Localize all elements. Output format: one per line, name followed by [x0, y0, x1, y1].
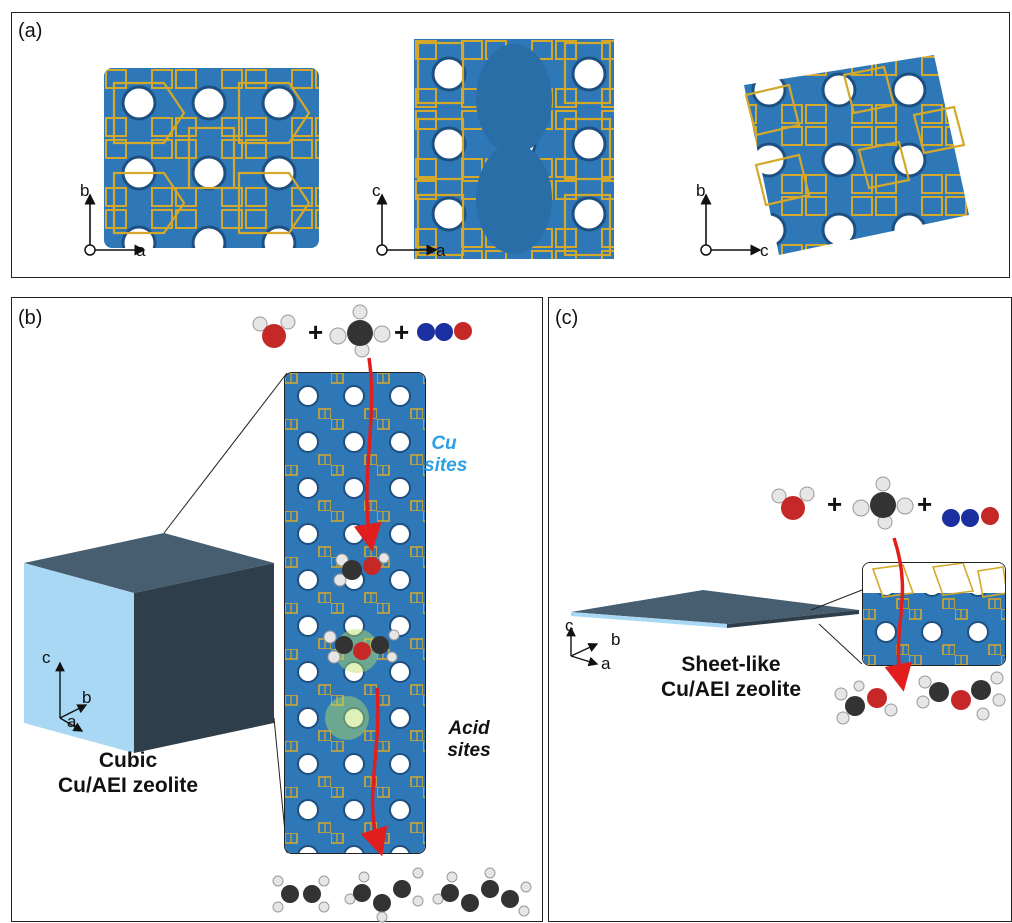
plus-sign-1: + [308, 317, 324, 347]
axis-label-horizontal-1: a [136, 241, 146, 260]
sheet-axis-b: b [611, 630, 621, 649]
sheet-axes [566, 626, 599, 667]
cube-axis-a: a [67, 712, 77, 731]
cubic-crystal [24, 533, 274, 753]
plus-sign-2: + [394, 317, 410, 347]
zeolite-column-inset [284, 372, 426, 854]
zoom-lines-c [810, 589, 863, 665]
framework-view-bc [744, 55, 969, 255]
panel-c-label: (c) [555, 307, 579, 329]
cu-sites-label: Cu sites [424, 433, 468, 477]
panel-b-label: (b) [18, 307, 43, 329]
adsorbed-methanol-icon [333, 552, 390, 587]
cube-axis-c: c [42, 648, 51, 667]
axes-view-1 [84, 193, 146, 256]
panel-a: (a) b a c a [11, 12, 1010, 278]
sheet-crystal-label: Sheet-like Cu/AEI zeolite [631, 652, 831, 702]
ethene-molecule-icon [272, 875, 330, 913]
sheet-axis-a: a [601, 654, 611, 673]
panel-c: (c) + + c b a [548, 297, 1012, 922]
cubic-crystal-label: Cubic Cu/AEI zeolite [28, 748, 228, 798]
adsorbed-dme-icon [323, 629, 400, 664]
cu-sites-line1: Cu [431, 433, 457, 454]
reaction-arrow-c [884, 537, 912, 692]
sheet-label-line1: Sheet-like [681, 653, 781, 676]
axes-view-3 [700, 193, 762, 256]
plus-sign-c1: + [827, 489, 843, 519]
dme-molecule-icon [916, 671, 1006, 721]
acid-sites-line2: sites [447, 740, 491, 761]
axis-label-vertical-2: c [372, 181, 381, 200]
axis-label-vertical-3: b [696, 181, 706, 200]
methane-molecule-icon [329, 304, 391, 358]
cubic-label-line1: Cubic [98, 749, 158, 772]
axis-label-horizontal-3: c [760, 241, 769, 260]
reaction-arrow-b [353, 357, 388, 857]
framework-view-ca [414, 39, 614, 259]
methanol-product-icon [834, 680, 898, 725]
acid-sites-label: Acid sites [440, 718, 498, 762]
cu-sites-line2: sites [424, 455, 468, 476]
panel-a-label: (a) [18, 20, 43, 42]
acid-sites-line1: Acid [448, 718, 490, 739]
sheet-axis-c: c [565, 616, 574, 635]
cube-axis-b: b [82, 688, 92, 707]
panel-b: (b) + + c b a [11, 297, 543, 923]
no-molecule-icon-c [942, 507, 999, 527]
axis-label-horizontal-2: a [436, 241, 446, 260]
propene-molecule-icon [344, 867, 424, 923]
plus-sign-c2: + [917, 489, 933, 519]
zeolite-sheet-inset [862, 562, 1006, 666]
no-molecule-icon [417, 322, 472, 341]
sheet-label-line2: Cu/AEI zeolite [660, 678, 802, 701]
water-molecule-icon-c [771, 486, 815, 520]
butene-molecule-icon [432, 867, 532, 917]
cubic-label-line2: Cu/AEI zeolite [57, 774, 199, 797]
water-molecule-icon [252, 314, 296, 348]
axis-label-vertical-1: b [80, 181, 90, 200]
framework-view-ab [104, 68, 319, 248]
axes-view-2 [376, 193, 438, 256]
methane-molecule-icon-c [852, 476, 914, 530]
sheet-crystal [571, 590, 859, 628]
